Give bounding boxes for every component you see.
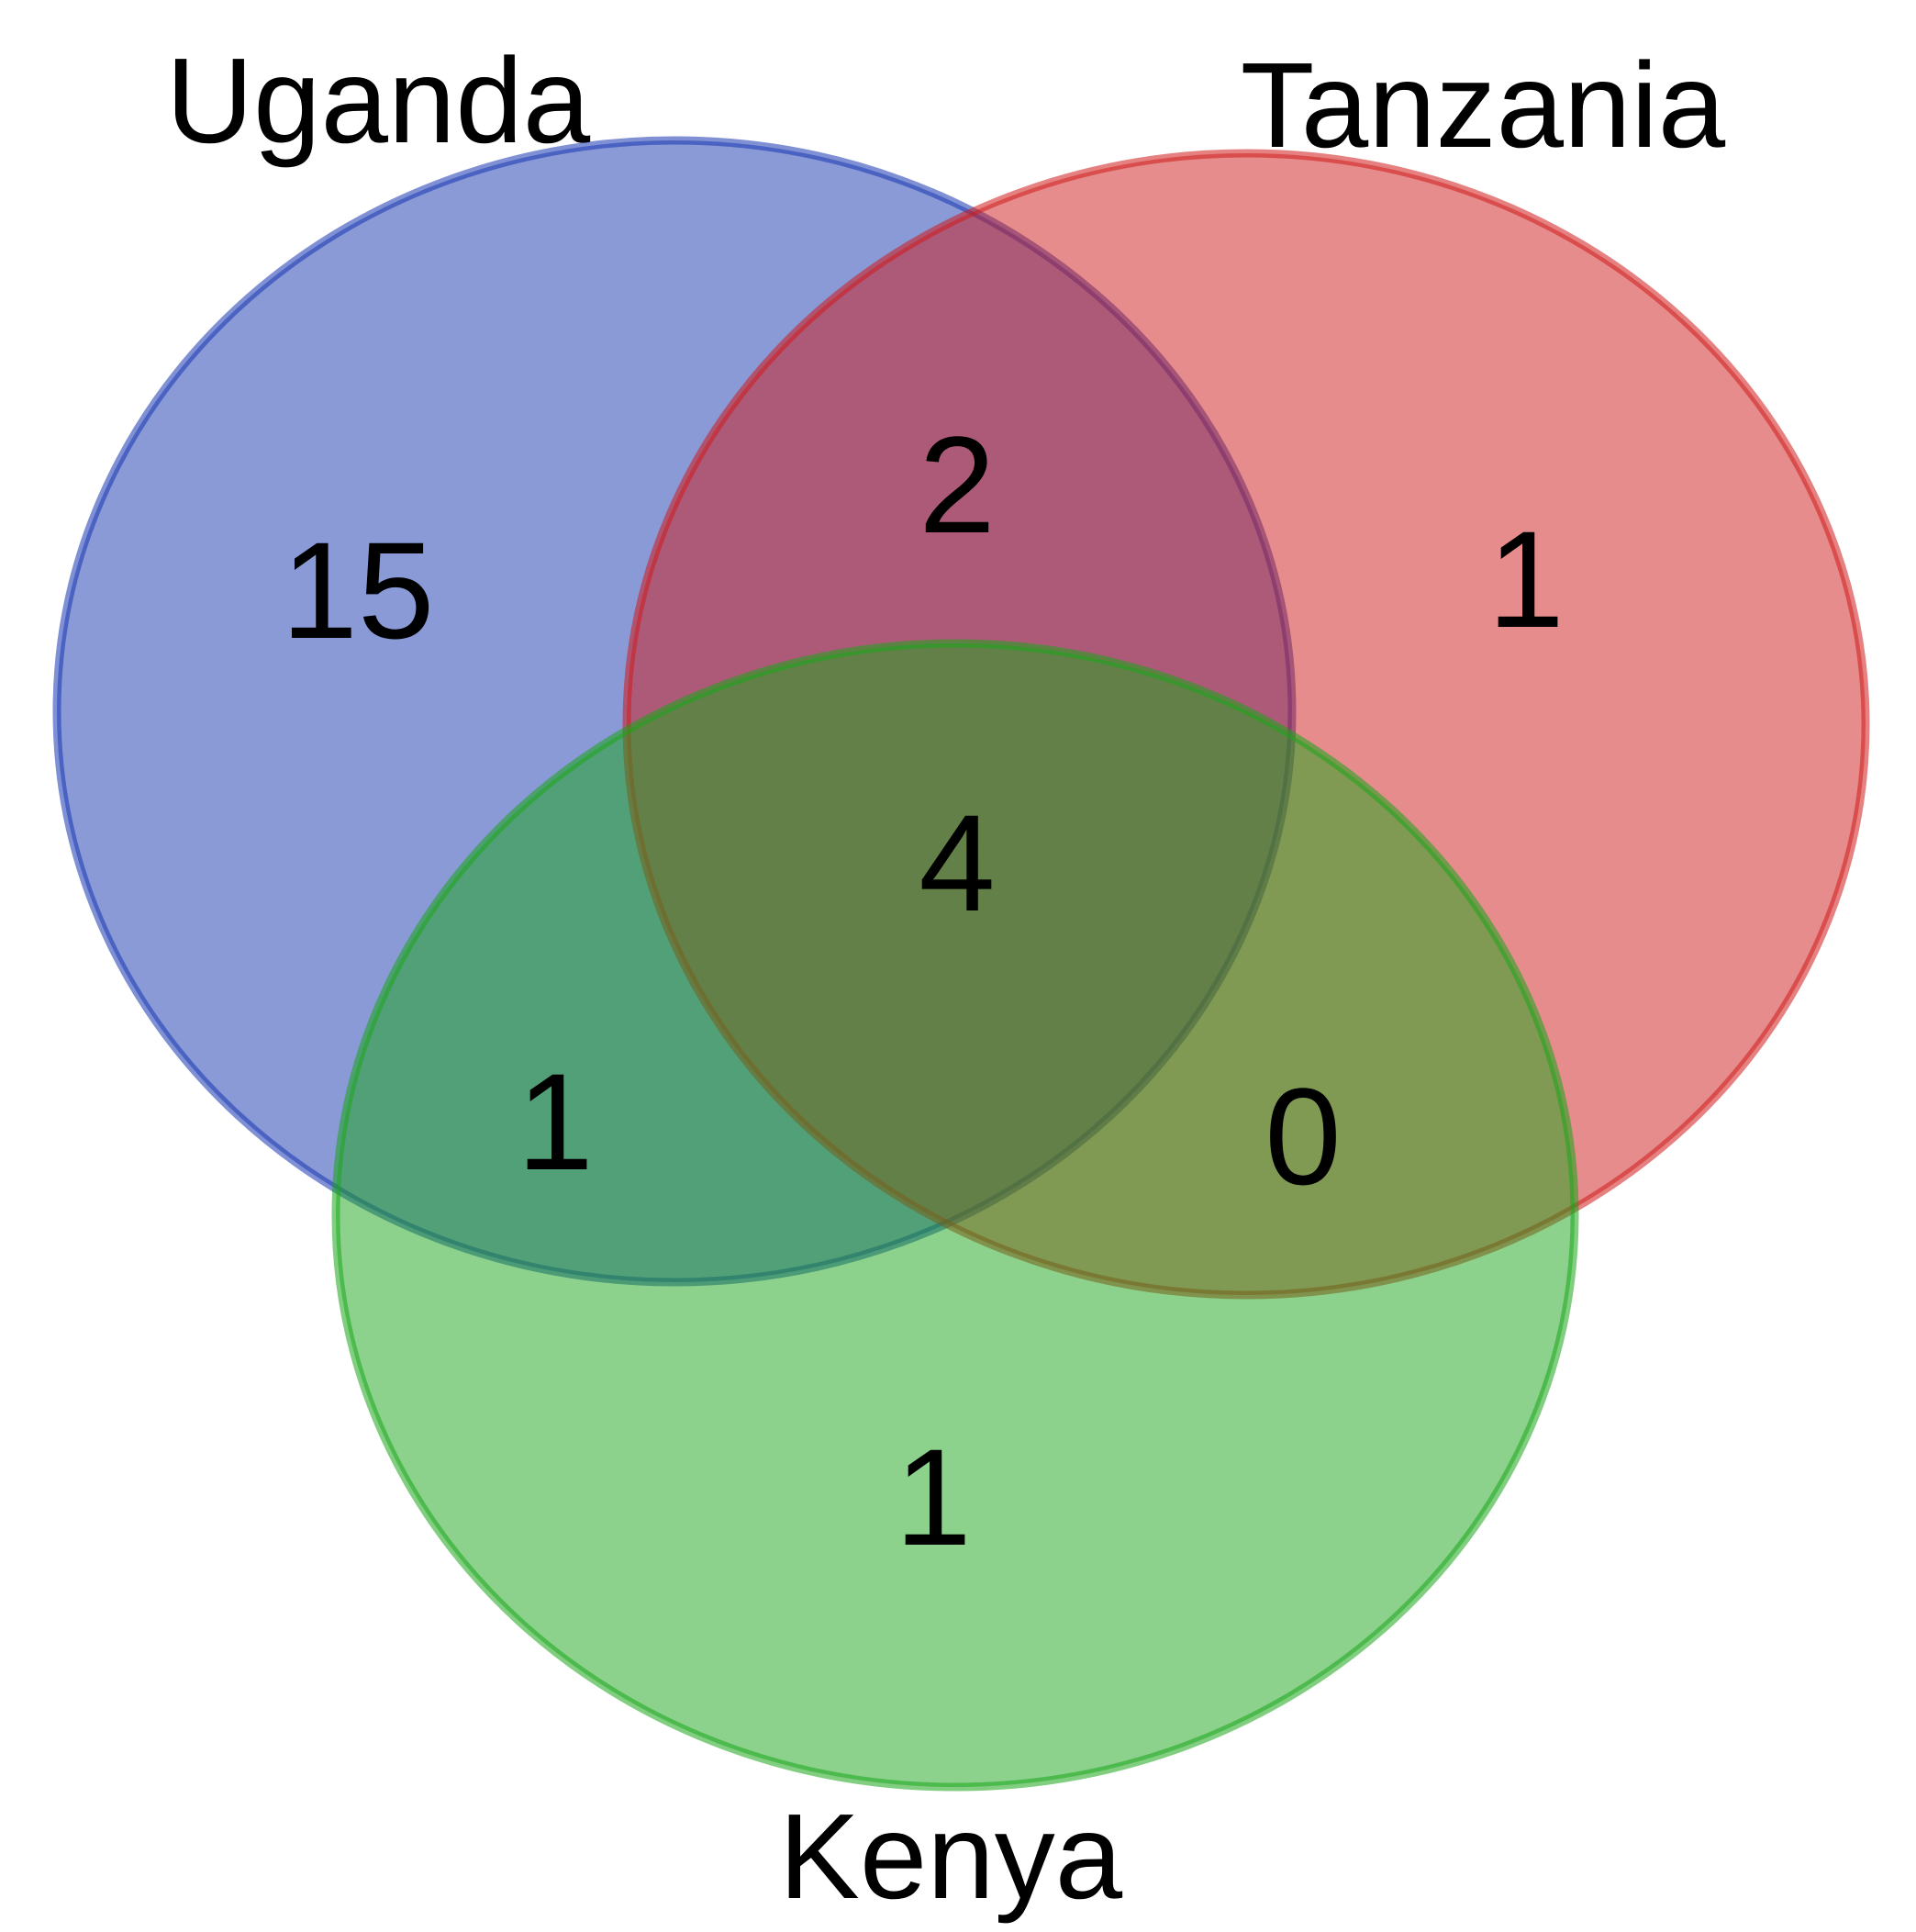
tanzania-label: Tanzania (1241, 38, 1726, 173)
tanzania-kenya-count: 0 (1264, 1059, 1341, 1213)
uganda-label: Uganda (166, 33, 591, 168)
kenya-ellipse (331, 639, 1579, 1792)
uganda-tanzania-count: 2 (919, 408, 995, 562)
kenya-only-count: 1 (895, 1420, 971, 1574)
uganda-kenya-count: 1 (517, 1044, 593, 1199)
set-ellipses (52, 136, 1870, 1792)
tanzania-only-count: 1 (1487, 502, 1564, 656)
all-three-count: 4 (919, 786, 995, 940)
uganda-only-count: 15 (282, 513, 435, 667)
set-labels: Uganda Tanzania Kenya (166, 33, 1726, 1924)
kenya-label: Kenya (779, 1789, 1123, 1924)
region-counts: 15 1 1 2 1 0 4 (282, 408, 1565, 1574)
